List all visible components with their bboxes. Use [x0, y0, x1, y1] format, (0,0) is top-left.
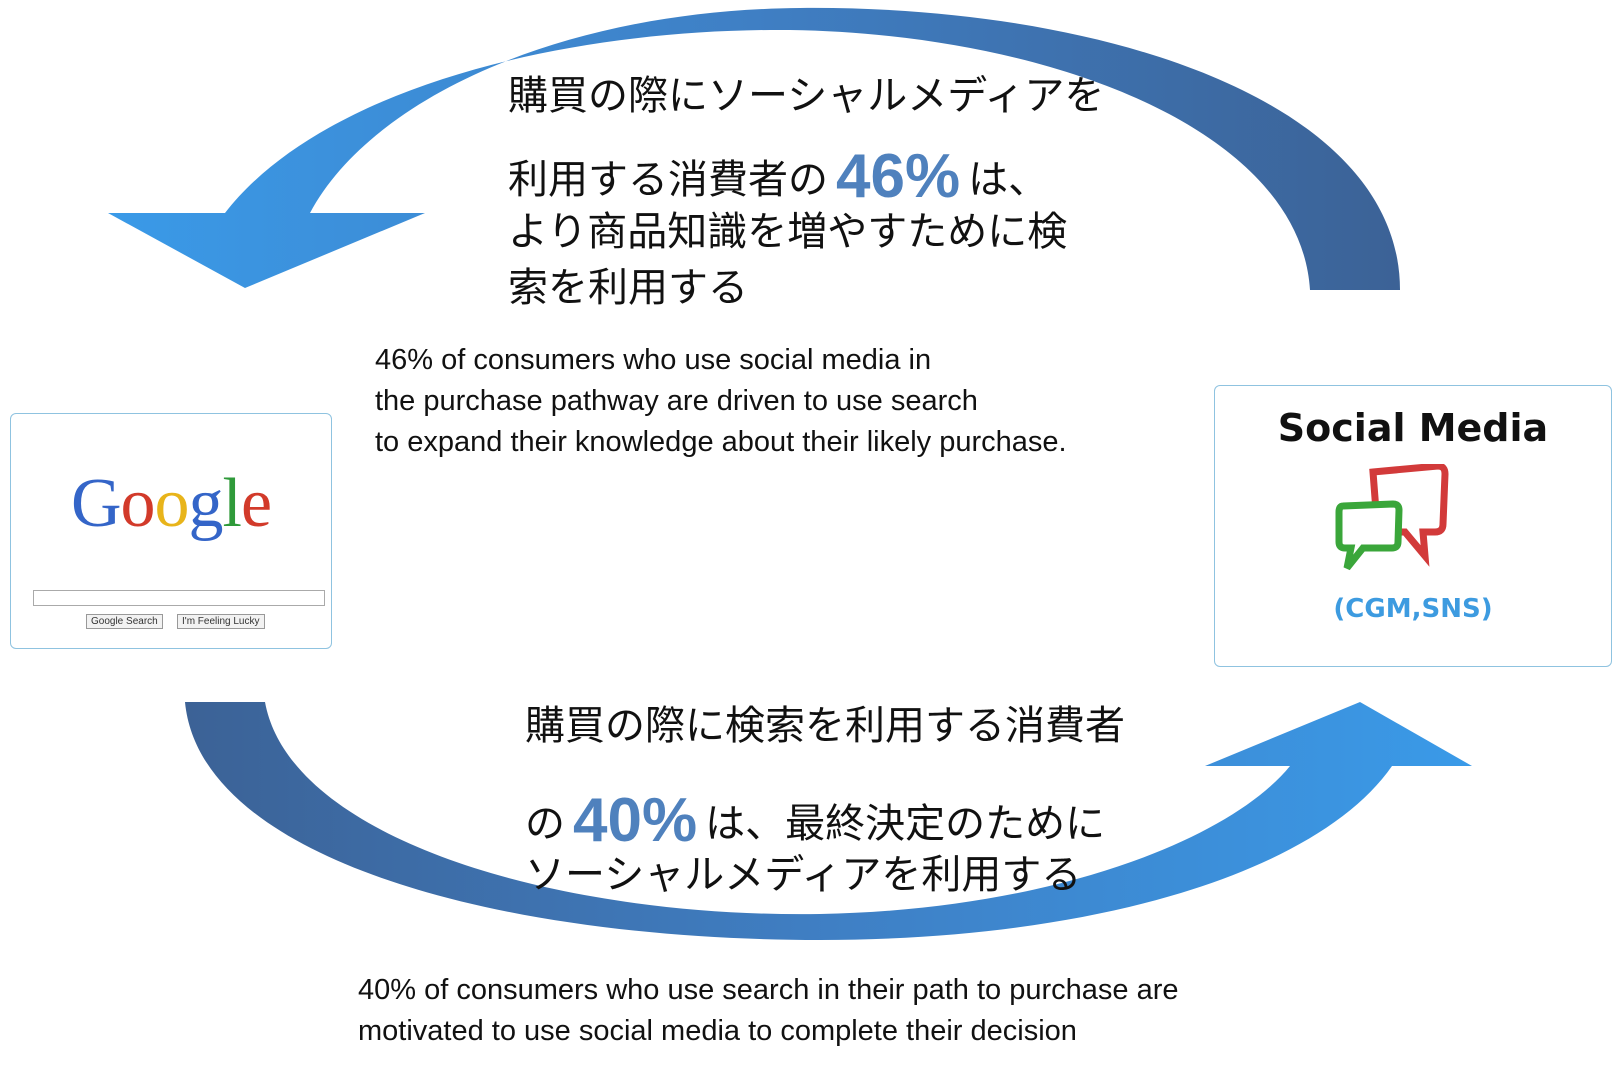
jp-text: 利用する消費者の 46% は、	[508, 146, 1048, 208]
en-text: the purchase pathway are driven to use s…	[375, 385, 978, 417]
jp-text: ソーシャルメディアを利用する	[525, 852, 1082, 898]
en-text: 40% of consumers who use search in their…	[358, 974, 1179, 1006]
logo-letter: o	[120, 465, 156, 542]
jp-text: 購買の際にソーシャルメディアを	[508, 73, 1105, 119]
jp-text: の 40% は、最終決定のために	[525, 790, 1105, 852]
top-arrow	[108, 7, 1400, 290]
speech-icon	[1335, 464, 1449, 571]
bottom-arrow	[185, 702, 1472, 940]
en-text: 46% of consumers who use social media in	[375, 344, 932, 376]
search-button[interactable]: Google Search	[86, 614, 163, 629]
jp-text: は、最終決定のために	[705, 801, 1106, 847]
jp-text: 索を利用する	[508, 265, 748, 311]
jp-text: は、	[968, 157, 1049, 203]
lucky-button[interactable]: I'm Feeling Lucky	[177, 614, 265, 629]
jp-text: の	[525, 801, 565, 847]
jp-text: 利用する消費者の	[508, 157, 828, 203]
social-box: Social Media (CGM,SNS)	[1214, 385, 1612, 667]
en-text: to expand their knowledge about their li…	[375, 426, 1067, 458]
logo-letter: e	[240, 465, 272, 542]
jp-text: より商品知識を増やすために検	[508, 209, 1068, 255]
google-logo: Google	[11, 464, 331, 544]
en-text: motivated to use social media to complet…	[358, 1015, 1077, 1047]
logo-letter: g	[188, 465, 224, 542]
social-subtitle: (CGM,SNS)	[1333, 594, 1493, 624]
logo-letter: o	[154, 465, 190, 542]
search-field[interactable]	[33, 590, 325, 606]
logo-letter: G	[70, 465, 122, 542]
google-box: Google Google Search I'm Feeling Lucky	[10, 413, 332, 649]
jp-text: 購買の際に検索を利用する消費者	[525, 703, 1125, 749]
highlight-percent: 46%	[836, 142, 961, 211]
highlight-percent: 40%	[573, 786, 698, 855]
social-title: Social Media	[1277, 406, 1549, 450]
logo-letter: l	[222, 465, 242, 542]
